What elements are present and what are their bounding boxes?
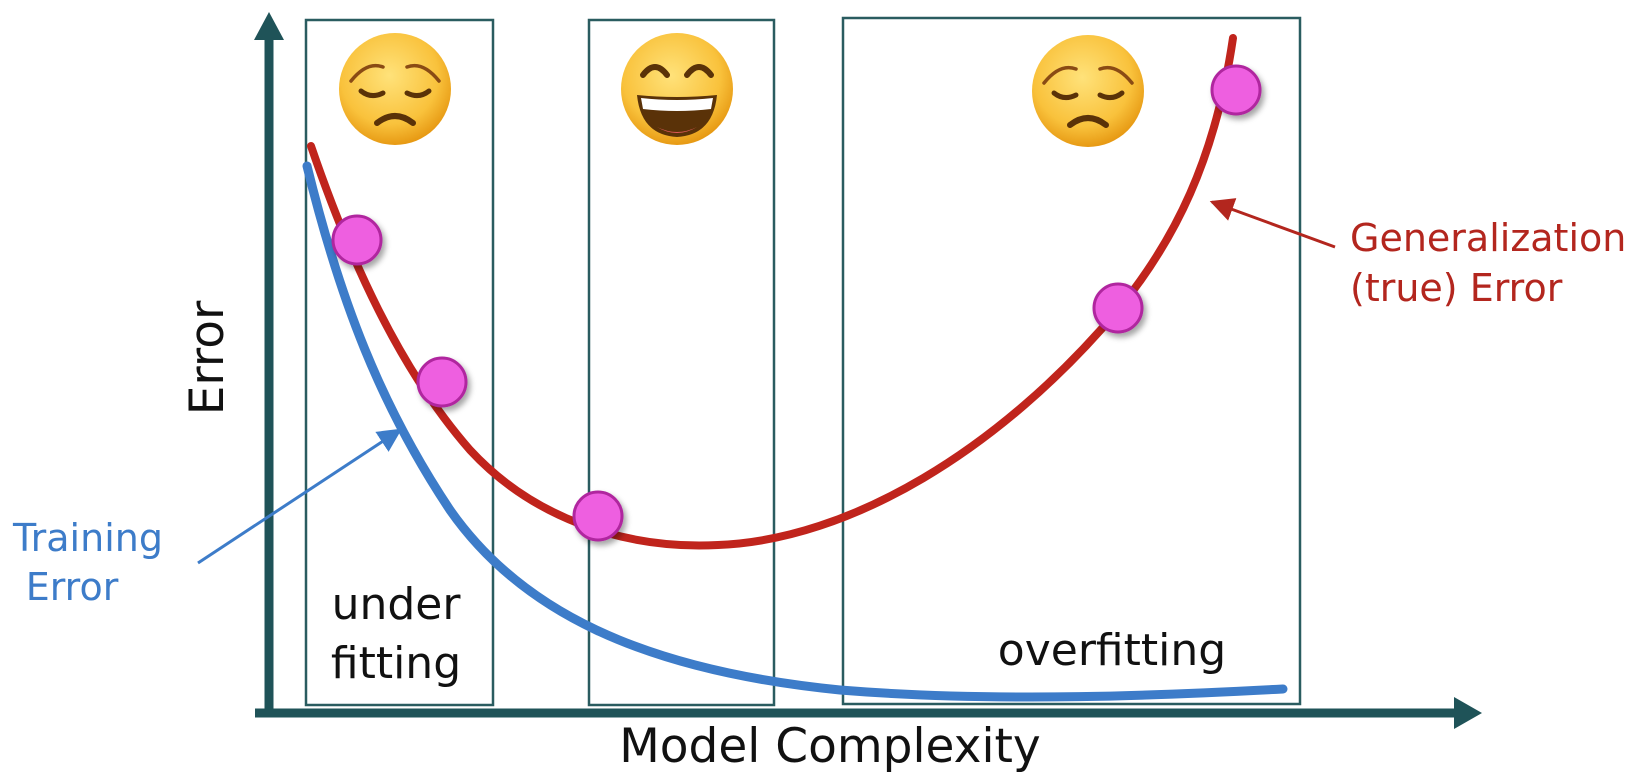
underfitting-label-line-1: under bbox=[332, 579, 462, 630]
sample-point bbox=[331, 214, 383, 266]
region-box-good-fit bbox=[587, 18, 776, 707]
sample-point bbox=[1210, 64, 1262, 116]
sample-point bbox=[416, 356, 468, 408]
y-axis-arrowhead bbox=[254, 12, 284, 40]
region-box-underfitting bbox=[304, 18, 495, 707]
x-axis-arrowhead bbox=[1454, 697, 1482, 729]
x-axis-label: Model Complexity bbox=[619, 719, 1041, 774]
overfitting-label: overfitting bbox=[998, 625, 1226, 676]
grinning-face-icon bbox=[621, 33, 733, 145]
training-error-curve bbox=[302, 161, 1288, 702]
generalization-error-label-line-2: (true) Error bbox=[1350, 266, 1563, 310]
sample-point bbox=[572, 490, 624, 542]
underfitting-label-line-2: fitting bbox=[331, 638, 461, 689]
disappointed-face-icon bbox=[1032, 35, 1144, 147]
generalization-error-curve bbox=[307, 34, 1237, 550]
generalization-error-label-line-1: Generalization bbox=[1350, 216, 1626, 260]
training-error-label-line-2: Error bbox=[26, 565, 119, 609]
training-error-arrow bbox=[197, 428, 403, 565]
sample-point bbox=[1092, 282, 1144, 334]
y-axis-label: Error bbox=[180, 300, 235, 415]
training-error-label-line-1: Training bbox=[12, 516, 163, 560]
region-box-overfitting bbox=[841, 16, 1302, 706]
generalization-error-arrow bbox=[1209, 198, 1336, 249]
disappointed-face-icon bbox=[339, 33, 451, 145]
